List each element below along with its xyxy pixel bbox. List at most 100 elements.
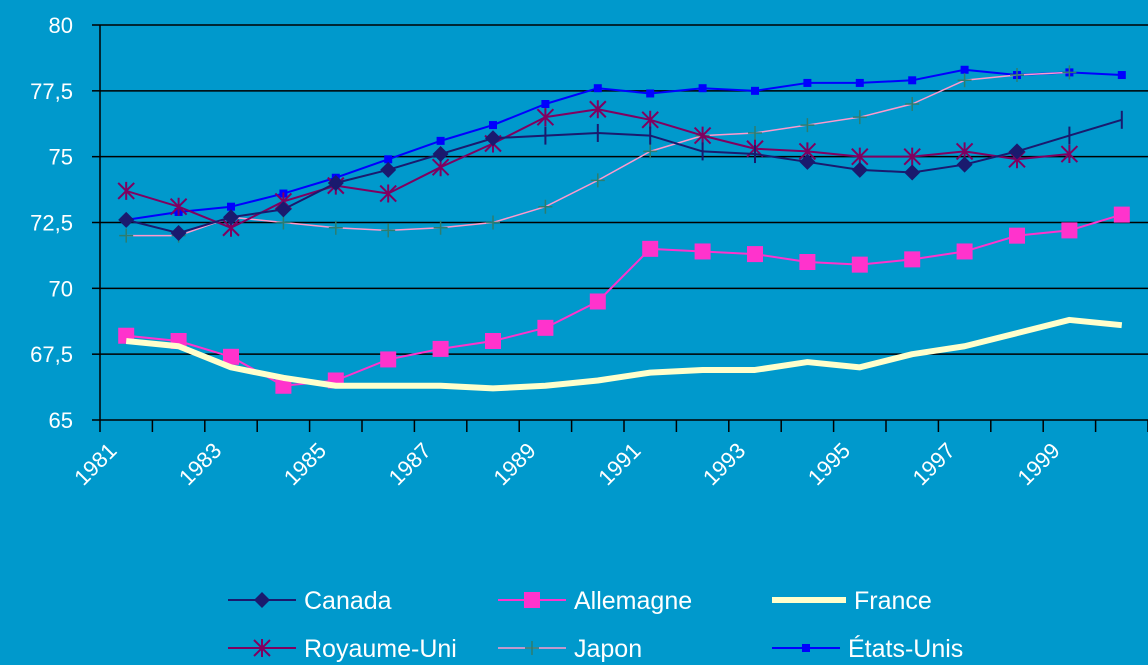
data-point: [904, 164, 921, 181]
legend-label: Canada: [304, 587, 392, 615]
x-tick-label: 1989: [488, 438, 540, 490]
data-point: [903, 147, 921, 166]
legend-item: Allemagne: [498, 587, 692, 615]
x-tick-label: 1985: [279, 438, 331, 490]
series-france: [125, 316, 1123, 392]
data-point: [956, 243, 973, 260]
gridlines: [100, 24, 1148, 355]
data-point: [117, 181, 135, 200]
x-tick-label: 1999: [1012, 438, 1064, 490]
data-point: [1113, 206, 1130, 223]
data-point: [275, 201, 292, 218]
legend-item: Canada: [228, 587, 392, 615]
data-point: [589, 293, 606, 310]
data-point: [799, 254, 816, 270]
data-point: [590, 173, 605, 188]
data-point: [803, 78, 812, 87]
data-point: [489, 121, 497, 130]
legend-label: Allemagne: [574, 587, 692, 615]
data-point: [380, 161, 397, 178]
data-point: [693, 126, 712, 145]
data-point: [747, 246, 763, 263]
data-point: [223, 209, 239, 226]
data-point: [327, 175, 344, 191]
series-line: [125, 316, 1123, 392]
data-point: [1009, 143, 1025, 160]
y-tick-label: 72,5: [30, 211, 73, 236]
data-point: [1010, 68, 1024, 83]
legend-item: Royaume-Uni: [228, 635, 457, 663]
data-point: [276, 215, 291, 230]
x-tick-label: 1997: [908, 438, 960, 490]
y-tick-label: 77,5: [30, 79, 73, 104]
series-allemagne: [118, 206, 1130, 394]
data-point: [170, 225, 187, 242]
data-point: [254, 592, 270, 608]
y-tick-label: 65: [49, 408, 73, 433]
data-point: [855, 78, 864, 87]
data-point: [1060, 145, 1079, 164]
data-point: [957, 73, 972, 88]
data-point: [524, 592, 540, 608]
x-tick-label: 1981: [69, 438, 121, 490]
data-point: [381, 223, 396, 238]
series-line: [126, 213, 1123, 387]
data-point: [253, 639, 271, 657]
data-point: [908, 76, 917, 85]
data-point: [436, 136, 445, 145]
data-point: [227, 202, 235, 211]
legend-item: États-Unis: [772, 634, 963, 663]
data-point: [485, 333, 501, 349]
x-axis-ticks: 1981 1983 1985 1987 1989 1991 1993 1995 1997 1999: [69, 420, 1148, 490]
x-tick-label: 1995: [803, 438, 855, 490]
data-point: [641, 110, 659, 129]
series-line: [126, 68, 1122, 221]
data-point: [119, 228, 134, 243]
series-line: [125, 118, 1123, 235]
legend-label: France: [854, 587, 932, 615]
data-point: [589, 100, 607, 119]
data-point: [275, 377, 292, 394]
y-tick-label: 70: [49, 276, 73, 301]
data-point: [432, 340, 449, 357]
legend-item: Japon: [498, 635, 642, 663]
data-point: [799, 153, 816, 170]
data-point: [851, 161, 868, 178]
data-point: [1009, 227, 1025, 244]
data-point: [537, 319, 554, 336]
data-point: [748, 125, 762, 140]
x-tick-label: 1991: [593, 438, 645, 490]
data-point: [433, 220, 448, 235]
data-point: [328, 220, 343, 235]
data-point: [485, 130, 501, 147]
data-point: [118, 211, 135, 228]
data-point: [169, 197, 188, 216]
data-point: [851, 256, 868, 273]
data-point: [486, 215, 500, 230]
legend-item: France: [772, 587, 932, 615]
series-lines: [117, 65, 1130, 394]
data-point: [384, 155, 393, 164]
x-tick-label: 1983: [174, 438, 226, 490]
data-point: [905, 97, 920, 111]
data-point: [643, 144, 658, 159]
data-point: [694, 243, 711, 260]
data-point: [698, 84, 707, 93]
data-point: [800, 118, 815, 133]
data-point: [751, 86, 759, 95]
data-point: [379, 184, 397, 203]
legend: Canada Allemagne France Royaume-Uni Japon Éta…: [228, 587, 963, 663]
series-canada: [118, 110, 1123, 242]
data-point: [852, 110, 867, 125]
data-point: [960, 65, 969, 74]
data-point: [646, 89, 655, 98]
data-point: [802, 644, 810, 652]
legend-label: Japon: [574, 635, 642, 663]
data-point: [642, 240, 659, 257]
data-point: [538, 199, 553, 214]
data-point: [541, 100, 550, 108]
data-point: [223, 348, 239, 365]
y-tick-label: 80: [49, 13, 73, 38]
data-point: [1062, 65, 1077, 80]
